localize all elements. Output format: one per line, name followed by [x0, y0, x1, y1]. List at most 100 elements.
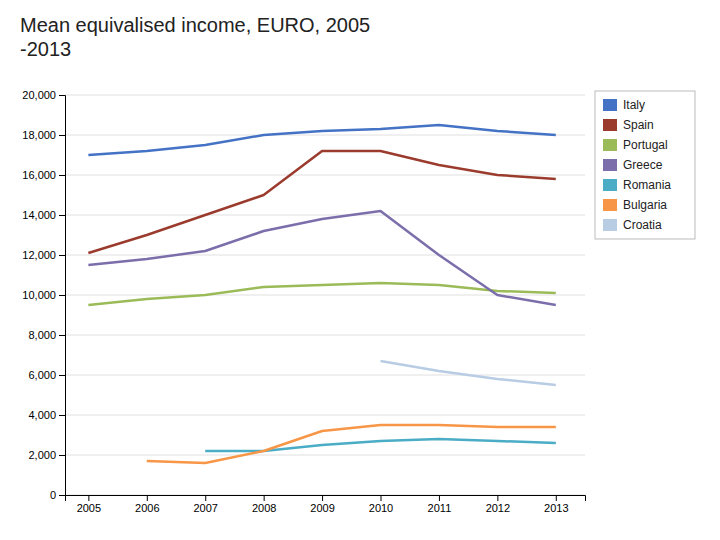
tick-mark — [59, 135, 65, 136]
grid-line — [65, 375, 585, 376]
tick-mark — [59, 375, 65, 376]
legend-item: Portugal — [603, 138, 668, 152]
series-line — [88, 211, 555, 305]
legend-swatch — [603, 99, 617, 111]
tick-label: 0 — [50, 489, 56, 501]
series-lines — [88, 125, 555, 463]
tick-label: 8,000 — [28, 329, 56, 341]
tick-label: 18,000 — [22, 129, 56, 141]
grid-line — [65, 95, 585, 96]
legend-swatch — [603, 219, 617, 231]
legend-label: Italy — [623, 98, 645, 112]
tick: 2011 — [428, 495, 452, 514]
tick-label: 2010 — [369, 502, 393, 514]
tick-mark — [322, 495, 323, 501]
legend-frame — [595, 91, 695, 239]
tick: 2008 — [252, 495, 276, 514]
tick-label: 2007 — [193, 502, 217, 514]
tick-mark — [439, 495, 440, 501]
tick-mark — [59, 295, 65, 296]
tick-mark — [59, 455, 65, 456]
legend-label: Spain — [623, 118, 654, 132]
tick-mark — [59, 215, 65, 216]
tick-mark — [147, 495, 148, 501]
tick-label: 2005 — [77, 502, 101, 514]
tick: 2006 — [135, 495, 159, 514]
legend-swatch — [603, 199, 617, 211]
legend-label: Croatia — [623, 218, 662, 232]
legend-swatch — [603, 179, 617, 191]
tick: 16,000 — [22, 169, 65, 181]
grid-line — [65, 215, 585, 216]
series-line — [88, 151, 555, 253]
tick: 2007 — [193, 495, 217, 514]
legend-label: Greece — [623, 158, 663, 172]
tick: 2010 — [369, 495, 393, 514]
tick: 10,000 — [22, 289, 65, 301]
axis-line — [59, 96, 66, 496]
legend-item: Croatia — [603, 218, 662, 232]
chart: Mean equivalised income, EURO, 2005-2013… — [0, 0, 720, 540]
tick: 20,000 — [22, 89, 65, 101]
tick: 2005 — [77, 495, 101, 514]
legend-swatch — [603, 119, 617, 131]
legend-swatch — [603, 159, 617, 171]
y-axis: 0 2,000 4,000 6,000 8,000 10,000 12,000 14,000 1… — [22, 89, 65, 501]
tick-mark — [497, 495, 498, 501]
grid-line — [65, 415, 585, 416]
title-line: -2013 — [20, 38, 71, 60]
tick-mark — [381, 495, 382, 501]
tick-label: 16,000 — [22, 169, 56, 181]
tick-label: 2006 — [135, 502, 159, 514]
tick: 8,000 — [28, 329, 65, 341]
tick-mark — [59, 95, 65, 96]
series-line — [205, 439, 556, 451]
tick: 6,000 — [28, 369, 65, 381]
tick: 2009 — [310, 495, 334, 514]
legend-item: Bulgaria — [603, 198, 667, 212]
tick-mark — [59, 335, 65, 336]
title-line: Mean equivalised income, EURO, 2005 — [20, 14, 370, 36]
tick: 14,000 — [22, 209, 65, 221]
grid-line — [65, 295, 585, 296]
plot: 2005 2006 2007 2008 2009 2010 2011 2012 2013 0 2,0… — [22, 89, 695, 514]
tick-label: 2008 — [252, 502, 276, 514]
tick: 12,000 — [22, 249, 65, 261]
legend-item: Greece — [603, 158, 663, 172]
legend-item: Italy — [603, 98, 645, 112]
legend-item: Romania — [603, 178, 671, 192]
tick-label: 12,000 — [22, 249, 56, 261]
tick: 2,000 — [28, 449, 65, 461]
grid-line — [65, 255, 585, 256]
grid-line — [65, 135, 585, 136]
tick: 2013 — [544, 495, 568, 514]
tick-mark — [59, 175, 65, 176]
tick-mark — [264, 495, 265, 501]
legend-swatch — [603, 139, 617, 151]
grid-line — [65, 335, 585, 336]
title: Mean equivalised income, EURO, 2005-2013 — [20, 14, 370, 60]
tick: 4,000 — [28, 409, 65, 421]
tick-mark — [205, 495, 206, 501]
tick: 18,000 — [22, 129, 65, 141]
tick-label: 2009 — [310, 502, 334, 514]
legend-label: Bulgaria — [623, 198, 667, 212]
tick-label: 2012 — [486, 502, 510, 514]
grid-line — [65, 455, 585, 456]
axis-line — [66, 496, 586, 502]
tick-label: 20,000 — [22, 89, 56, 101]
legend: Italy Spain Portugal Greece Romania Bulgaria C… — [595, 91, 695, 239]
tick-mark — [59, 415, 65, 416]
tick-label: 14,000 — [22, 209, 56, 221]
tick-mark — [88, 495, 89, 501]
legend-item: Spain — [603, 118, 654, 132]
tick-label: 2011 — [428, 502, 452, 514]
tick-label: 6,000 — [28, 369, 56, 381]
tick-mark — [59, 495, 65, 496]
tick: 0 — [50, 489, 65, 501]
x-axis: 2005 2006 2007 2008 2009 2010 2011 2012 2013 — [66, 495, 586, 514]
tick-mark — [556, 495, 557, 501]
tick-label: 10,000 — [22, 289, 56, 301]
tick-mark — [59, 255, 65, 256]
tick-label: 2,000 — [28, 449, 56, 461]
